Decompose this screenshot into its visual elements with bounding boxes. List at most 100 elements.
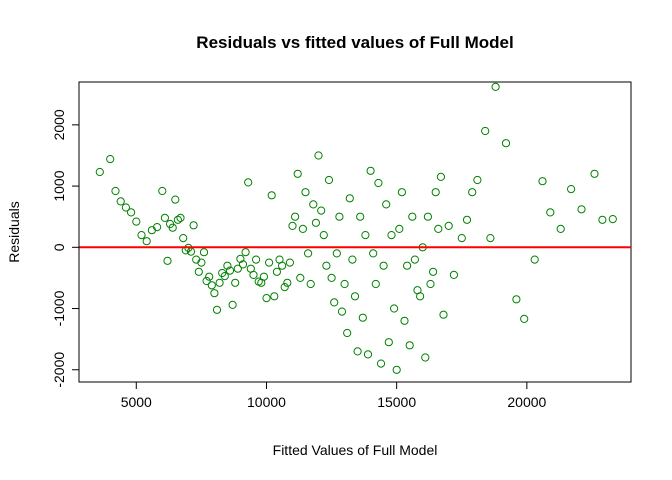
data-point <box>598 215 607 224</box>
data-point <box>205 272 214 281</box>
data-point <box>468 188 477 197</box>
data-point <box>392 365 401 374</box>
data-point <box>280 283 289 292</box>
data-point <box>288 221 297 230</box>
data-point <box>538 177 547 186</box>
data-point <box>403 261 412 270</box>
y-tick-label: 1000 <box>51 170 67 201</box>
data-point <box>337 307 347 316</box>
data-point <box>137 231 146 240</box>
x-axis-label: Fitted Values of Full Model <box>273 442 438 458</box>
data-point <box>353 347 362 356</box>
data-point <box>238 260 248 269</box>
data-point <box>348 255 357 264</box>
data-point <box>223 261 232 270</box>
data-point <box>350 292 360 301</box>
data-point <box>369 249 378 258</box>
data-point <box>160 213 169 222</box>
data-point <box>225 266 235 275</box>
data-point <box>449 270 458 279</box>
data-point <box>272 267 281 276</box>
data-point <box>436 172 445 181</box>
data-point <box>426 279 435 289</box>
data-point <box>371 279 380 289</box>
data-point <box>278 261 287 270</box>
data-point <box>343 328 352 338</box>
data-point <box>481 126 490 136</box>
data-point <box>267 191 276 200</box>
data-point <box>322 261 331 270</box>
y-tick-label: -2000 <box>51 352 67 388</box>
data-point <box>298 224 307 233</box>
data-point <box>306 279 315 289</box>
data-point <box>259 272 268 281</box>
data-point <box>296 273 305 282</box>
data-point <box>379 261 388 270</box>
data-point <box>262 294 271 303</box>
data-point <box>265 258 274 267</box>
data-point <box>301 188 310 197</box>
y-tick-label: 0 <box>51 243 67 251</box>
data-point <box>291 212 300 221</box>
data-point <box>332 249 341 258</box>
data-point <box>512 295 521 304</box>
data-point <box>390 304 399 313</box>
data-point <box>421 353 430 362</box>
x-tick-label: 20000 <box>507 394 546 410</box>
data-point <box>163 256 172 265</box>
data-point <box>520 314 529 323</box>
data-point <box>309 200 318 209</box>
data-point <box>317 206 326 215</box>
data-point <box>431 188 440 197</box>
data-point <box>189 221 198 230</box>
data-point <box>158 186 167 196</box>
data-point <box>285 258 294 267</box>
data-point <box>501 139 511 148</box>
data-point <box>486 234 495 243</box>
data-point <box>345 194 354 203</box>
data-point <box>608 215 617 224</box>
data-point <box>410 255 419 264</box>
data-point <box>387 231 396 240</box>
data-point <box>116 197 125 206</box>
data-point <box>132 217 141 226</box>
data-point <box>111 186 120 196</box>
data-point <box>197 258 206 267</box>
data-point <box>241 248 250 257</box>
data-point <box>416 292 425 301</box>
data-point <box>293 169 302 178</box>
data-point <box>270 292 279 301</box>
y-tick-label: -1000 <box>51 290 67 326</box>
data-point <box>202 276 211 286</box>
data-point <box>121 203 131 212</box>
data-point <box>408 212 417 221</box>
chart-title: Residuals vs fitted values of Full Model <box>196 33 513 52</box>
data-point <box>233 264 242 273</box>
x-tick-label: 5000 <box>121 394 152 410</box>
data-point <box>153 223 162 232</box>
data-point <box>340 279 349 289</box>
data-point <box>590 169 599 178</box>
data-point <box>530 255 539 264</box>
data-point <box>434 224 443 233</box>
data-point <box>231 278 240 287</box>
data-point <box>311 218 320 227</box>
data-point <box>215 278 224 287</box>
data-point <box>236 254 245 263</box>
data-point <box>397 188 406 197</box>
data-point <box>283 278 292 287</box>
y-axis-label: Residuals <box>6 201 22 262</box>
data-point <box>335 212 344 221</box>
data-point <box>168 223 177 232</box>
data-point <box>176 213 185 222</box>
x-tick-label: 10000 <box>247 394 286 410</box>
data-point <box>319 231 328 240</box>
y-tick-label: 2000 <box>51 109 67 140</box>
data-point <box>249 270 258 279</box>
data-point <box>228 300 237 309</box>
data-point <box>457 234 466 243</box>
data-point <box>491 82 500 92</box>
data-point <box>395 224 404 233</box>
data-point <box>429 267 438 276</box>
